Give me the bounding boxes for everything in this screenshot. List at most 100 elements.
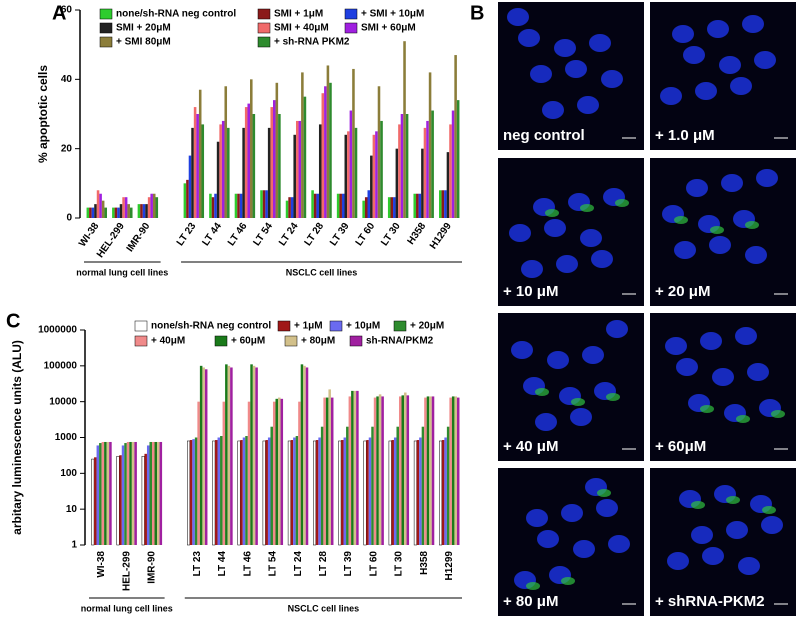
- bar: [278, 114, 281, 218]
- nucleus: [700, 332, 722, 350]
- legend-label: + sh-RNA PKM2: [274, 37, 350, 48]
- y-axis-label: arbitary luminescence units (ALU): [10, 340, 24, 535]
- bar: [216, 141, 220, 218]
- bar: [351, 390, 354, 545]
- legend-label: + 60μM: [231, 336, 265, 347]
- bar: [101, 200, 105, 218]
- bar: [373, 397, 377, 545]
- bar: [230, 367, 233, 545]
- bar: [439, 440, 443, 546]
- bar: [209, 193, 212, 218]
- stain: [736, 415, 750, 423]
- bar: [112, 207, 115, 218]
- nucleus: [544, 219, 566, 237]
- y-tick-label: 1000000: [38, 325, 77, 336]
- bar: [191, 127, 194, 218]
- bar: [451, 396, 455, 545]
- bar: [431, 110, 434, 218]
- bar: [367, 190, 371, 218]
- bar: [262, 440, 266, 546]
- bar: [328, 389, 331, 545]
- bar: [398, 396, 402, 545]
- nucleus: [570, 408, 592, 426]
- bar: [101, 441, 105, 545]
- nucleus: [518, 29, 540, 47]
- legend-label: sh-RNA/PKM2: [366, 336, 434, 347]
- bar: [393, 197, 396, 218]
- bar: [275, 82, 279, 218]
- bar: [109, 441, 112, 545]
- bar: [349, 110, 353, 218]
- bar: [91, 207, 95, 218]
- x-tick-label: LT 46: [242, 551, 253, 577]
- bar: [400, 114, 404, 218]
- bar: [406, 395, 410, 545]
- legend-label: SMI + 40μM: [274, 23, 329, 34]
- micrograph: + 10 μM: [498, 158, 644, 306]
- bar: [405, 114, 409, 218]
- nucleus: [735, 327, 757, 345]
- micrograph: + 1.0 μM: [650, 2, 796, 150]
- bar: [86, 207, 90, 218]
- bar: [137, 204, 141, 218]
- bar: [444, 190, 447, 218]
- bar: [316, 193, 319, 218]
- micrograph-label: + 20 μM: [655, 283, 710, 300]
- nucleus: [561, 504, 583, 522]
- bar: [395, 148, 399, 218]
- bar: [145, 204, 148, 218]
- bar: [260, 190, 263, 218]
- bar: [346, 426, 349, 545]
- nucleus: [509, 224, 531, 242]
- legend-label: SMI + 20μM: [116, 23, 171, 34]
- nucleus: [665, 337, 687, 355]
- legend-swatch: [257, 8, 271, 20]
- bar: [330, 397, 334, 545]
- legend-label: + SMI 80μM: [116, 37, 171, 48]
- x-tick-label: LT 60: [354, 221, 378, 248]
- bar: [366, 440, 369, 545]
- bar: [270, 426, 273, 545]
- bar: [157, 441, 160, 545]
- bar: [288, 197, 291, 218]
- bar: [255, 367, 258, 545]
- bar: [387, 197, 391, 218]
- bar: [404, 392, 407, 545]
- stain: [615, 199, 629, 207]
- group-label: NSCLC cell lines: [288, 603, 360, 613]
- y-tick-label: 10000: [49, 396, 77, 407]
- bar: [199, 365, 203, 545]
- legend-label: + SMI + 10μM: [361, 9, 424, 20]
- micrograph-label: + 1.0 μM: [655, 127, 715, 144]
- bar: [252, 365, 256, 545]
- bar: [441, 440, 445, 545]
- micrograph-label: + 80 μM: [503, 593, 558, 610]
- micrograph: + 60μM: [650, 313, 796, 461]
- bar: [222, 401, 226, 545]
- nucleus: [580, 229, 602, 247]
- y-tick-label: 100000: [44, 360, 78, 371]
- stain: [606, 393, 620, 401]
- bar: [439, 190, 442, 218]
- bar: [429, 396, 432, 545]
- bar: [298, 401, 301, 545]
- bar: [305, 367, 309, 545]
- bar: [449, 124, 452, 218]
- x-tick-label: LT 54: [251, 221, 275, 248]
- bar: [320, 426, 324, 545]
- bar: [431, 396, 435, 545]
- bar: [197, 401, 200, 545]
- x-tick-label: LT 46: [226, 221, 250, 248]
- bar: [212, 440, 216, 546]
- bar: [388, 440, 392, 546]
- bar: [313, 193, 317, 218]
- nucleus: [754, 51, 776, 69]
- bar: [376, 396, 379, 545]
- bar: [454, 396, 457, 545]
- legend-swatch: [344, 22, 358, 34]
- bar: [262, 190, 266, 218]
- bar: [344, 134, 348, 218]
- micrograph: neg control: [498, 2, 644, 150]
- bar: [150, 193, 153, 218]
- bar: [247, 401, 251, 545]
